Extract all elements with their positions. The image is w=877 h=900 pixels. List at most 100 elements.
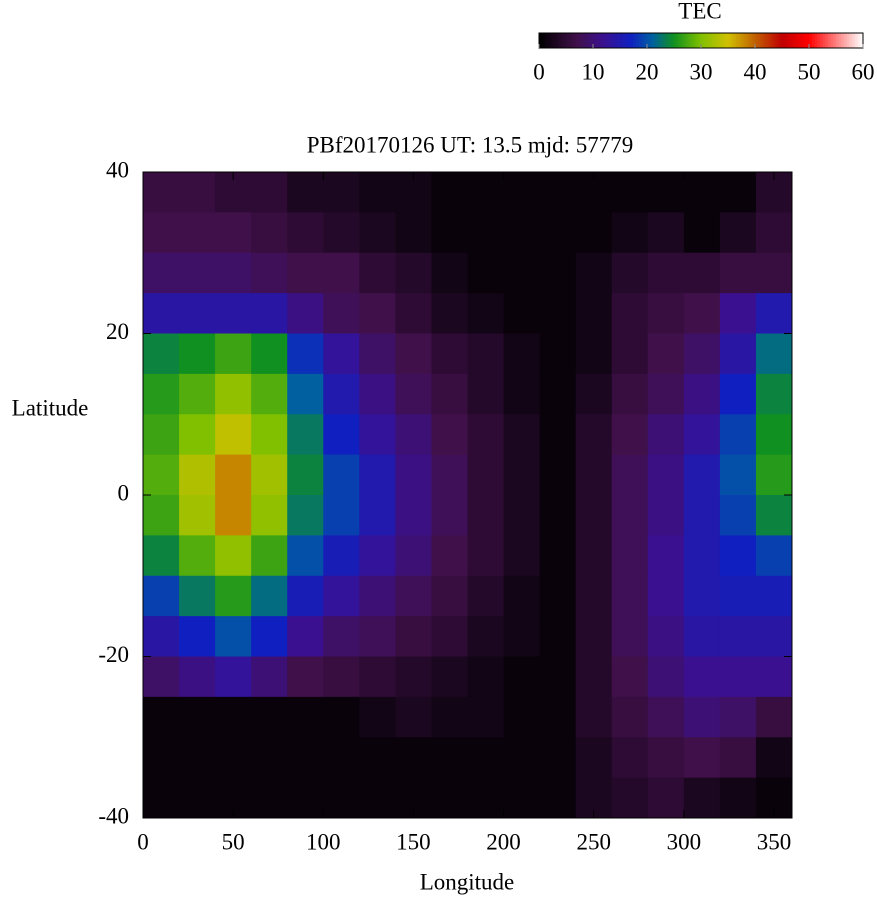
colorbar-segment: [663, 33, 667, 48]
colorbar-segment: [771, 33, 775, 48]
colorbar-segment: [571, 33, 575, 48]
heat-cell: [359, 212, 396, 254]
heat-cell: [647, 293, 685, 334]
heat-cell: [251, 212, 288, 254]
heat-cell: [503, 616, 541, 657]
heat-cell: [431, 616, 468, 657]
colorbar-segment: [714, 33, 718, 48]
colorbar-segment: [676, 33, 680, 48]
x-tick-label: 200: [486, 829, 521, 854]
heat-cell: [719, 777, 757, 819]
heat-cell: [431, 575, 468, 617]
heat-cell: [431, 535, 468, 577]
colorbar-segment: [782, 33, 786, 48]
heat-cell: [647, 212, 685, 254]
colorbar-segment: [647, 33, 651, 48]
heat-cell: [215, 252, 252, 294]
colorbar-segment: [809, 33, 813, 48]
colorbar-segment: [617, 33, 621, 48]
heat-cell: [323, 575, 360, 617]
colorbar-title: TEC: [678, 0, 721, 23]
y-tick-label: 40: [106, 157, 129, 182]
heat-cell: [755, 656, 793, 698]
heat-cell: [395, 252, 432, 294]
heat-cell: [287, 575, 324, 617]
heat-cell: [503, 172, 541, 213]
heat-cell: [755, 333, 793, 375]
heat-cell: [647, 454, 685, 496]
heat-cell: [683, 333, 721, 375]
heat-cell: [143, 293, 180, 334]
x-axis-label: Longitude: [420, 869, 515, 894]
colorbar-segment: [800, 33, 805, 48]
colorbar-segment: [814, 33, 818, 48]
colorbar-segment: [574, 33, 578, 48]
heat-cell: [683, 212, 721, 254]
heat-cell: [611, 656, 649, 698]
heat-cell: [143, 373, 180, 415]
heat-cell: [395, 616, 432, 657]
heat-cell: [179, 293, 216, 334]
colorbar-segment: [593, 33, 597, 48]
heat-cell: [539, 373, 577, 415]
heat-cell: [683, 656, 721, 698]
heat-cell: [143, 737, 180, 779]
heat-cell: [683, 777, 721, 819]
heat-cell: [179, 333, 216, 375]
heat-cell: [359, 414, 396, 456]
heat-cell: [683, 172, 721, 213]
x-tick-label: 150: [396, 829, 431, 854]
heat-cell: [611, 333, 649, 375]
heat-cell: [719, 575, 757, 617]
heat-cell: [467, 252, 505, 294]
colorbar-segment: [665, 33, 670, 48]
heat-cell: [611, 414, 649, 456]
colorbar-segment: [830, 33, 834, 48]
colorbar-segment: [568, 33, 572, 48]
heat-cell: [719, 373, 757, 415]
heat-cell: [431, 373, 468, 415]
heat-cell: [431, 212, 468, 254]
heat-cell: [647, 616, 685, 657]
colorbar-segment: [622, 33, 626, 48]
colorbar-tick-label: 40: [744, 59, 767, 84]
colorbar-segment: [698, 33, 702, 48]
heat-cell: [287, 373, 324, 415]
heat-cell: [251, 777, 288, 819]
heat-cell: [755, 737, 793, 779]
heat-cell: [467, 373, 505, 415]
colorbar-segment: [671, 33, 675, 48]
colorbar-segment: [746, 33, 751, 48]
heat-cell: [467, 495, 505, 536]
y-tick-label: -20: [98, 642, 129, 667]
colorbar-segment: [636, 33, 640, 48]
heat-cell: [251, 616, 288, 657]
colorbar-segment: [806, 33, 810, 48]
heat-cell: [539, 495, 577, 536]
colorbar-segment: [595, 33, 599, 48]
colorbar-segment: [614, 33, 618, 48]
heat-cell: [323, 172, 360, 213]
heat-cell: [179, 575, 216, 617]
heat-cell: [503, 373, 541, 415]
heat-cell: [179, 737, 216, 779]
colorbar-segment: [844, 33, 848, 48]
heat-cell: [611, 535, 649, 577]
heat-cell: [719, 212, 757, 254]
heat-cell: [575, 737, 613, 779]
heat-cell: [251, 172, 288, 213]
colorbar-segment: [733, 33, 737, 48]
heat-cell: [467, 737, 505, 779]
heat-cell: [215, 373, 252, 415]
heat-cell: [431, 172, 468, 213]
heat-cell: [179, 535, 216, 577]
colorbar-tick-label: 50: [798, 59, 821, 84]
x-tick-label: 0: [137, 829, 149, 854]
colorbar-segment: [563, 33, 567, 48]
colorbar-segment: [625, 33, 629, 48]
heat-cell: [359, 575, 396, 617]
heat-cell: [683, 575, 721, 617]
colorbar-segment: [560, 33, 564, 48]
heat-cell: [359, 373, 396, 415]
colorbar-segment: [620, 33, 624, 48]
